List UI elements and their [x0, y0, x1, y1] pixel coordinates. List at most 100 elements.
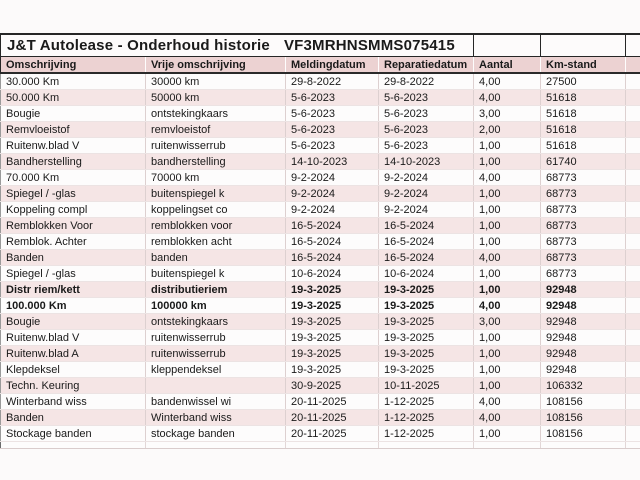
cell-km-stand: 106332	[540, 377, 627, 394]
cell-km-stand: 92948	[540, 281, 627, 298]
cell-aantal: 4,00	[473, 89, 542, 106]
cell-km-stand: 92948	[540, 329, 627, 346]
cell-aantal: 1,00	[473, 153, 542, 170]
cell-km-stand: 68773	[540, 201, 627, 218]
cell-meldingdatum: 9-2-2024	[285, 201, 379, 218]
title-empty-cell	[473, 33, 542, 57]
cell-meldingdatum: 16-5-2024	[285, 233, 379, 250]
cell-reparatiedatum: 5-6-2023	[378, 105, 475, 122]
cell-aantal: 4,00	[473, 297, 542, 314]
cell-aantal: 1,00	[473, 425, 542, 442]
cell-meldingdatum: 19-3-2025	[285, 281, 379, 298]
cell-vrije-omschrijving: ruitenwisserrub	[145, 329, 286, 346]
table-row: Koppeling compl koppelingset co 9-2-2024…	[0, 201, 640, 218]
header-km-stand: Km-stand	[540, 56, 627, 74]
cell-aantal: 1,00	[473, 201, 542, 218]
cell-km-stand: 68773	[540, 249, 627, 266]
cell-aantal: 1,00	[473, 345, 542, 362]
cell-km-stand: 68773	[540, 233, 627, 250]
cell-extra	[625, 377, 640, 394]
cell-reparatiedatum: 19-3-2025	[378, 313, 475, 330]
cell-vrije-omschrijving: ontstekingkaars	[145, 105, 286, 122]
cell-omschrijving: 70.000 Km	[0, 169, 146, 186]
cell-omschrijving: Remvloeistof	[0, 121, 146, 138]
cell-km-stand: 51618	[540, 121, 627, 138]
header-omschrijving: Omschrijving	[0, 56, 146, 74]
cell-extra	[625, 409, 640, 426]
cell-extra	[625, 425, 640, 442]
table-body: 30.000 Km 30000 km 29-8-2022 29-8-2022 4…	[0, 73, 640, 442]
cell-extra	[625, 201, 640, 218]
cell-reparatiedatum: 10-6-2024	[378, 265, 475, 282]
table-row: Ruitenw.blad V ruitenwisserrub 19-3-2025…	[0, 329, 640, 346]
cell-km-stand: 51618	[540, 89, 627, 106]
cell-reparatiedatum: 10-11-2025	[378, 377, 475, 394]
cell-vrije-omschrijving: remblokken voor	[145, 217, 286, 234]
table-row: Spiegel / -glas buitenspiegel k 10-6-202…	[0, 265, 640, 282]
table-row: Bougie ontstekingkaars 5-6-2023 5-6-2023…	[0, 105, 640, 122]
cell-aantal: 1,00	[473, 233, 542, 250]
cell-omschrijving: Spiegel / -glas	[0, 265, 146, 282]
cell-extra	[625, 153, 640, 170]
cell-meldingdatum: 19-3-2025	[285, 297, 379, 314]
cell-km-stand: 108156	[540, 409, 627, 426]
table-row: 70.000 Km 70000 km 9-2-2024 9-2-2024 4,0…	[0, 169, 640, 186]
cell-vrije-omschrijving: bandherstelling	[145, 153, 286, 170]
cell-omschrijving: 50.000 Km	[0, 89, 146, 106]
cell-aantal: 1,00	[473, 361, 542, 378]
cell-meldingdatum: 20-11-2025	[285, 393, 379, 410]
cell-omschrijving: Koppeling compl	[0, 201, 146, 218]
table-row: Spiegel / -glas buitenspiegel k 9-2-2024…	[0, 185, 640, 202]
cell-extra	[625, 121, 640, 138]
cell-extra	[625, 297, 640, 314]
cell-km-stand: 92948	[540, 313, 627, 330]
cell-km-stand: 108156	[540, 425, 627, 442]
cell-meldingdatum: 9-2-2024	[285, 185, 379, 202]
cell-vrije-omschrijving: kleppendeksel	[145, 361, 286, 378]
cell-extra	[625, 249, 640, 266]
cell-aantal: 4,00	[473, 393, 542, 410]
table-row: Remblok. Achter remblokken acht 16-5-202…	[0, 233, 640, 250]
cell-extra	[625, 345, 640, 362]
cell-omschrijving: Banden	[0, 409, 146, 426]
cell-meldingdatum: 20-11-2025	[285, 425, 379, 442]
cell-vrije-omschrijving: remvloeistof	[145, 121, 286, 138]
cell-omschrijving: Winterband wiss	[0, 393, 146, 410]
cell-km-stand: 108156	[540, 393, 627, 410]
cell-reparatiedatum: 1-12-2025	[378, 409, 475, 426]
table-row: Winterband wiss bandenwissel wi 20-11-20…	[0, 393, 640, 410]
cell-meldingdatum: 9-2-2024	[285, 169, 379, 186]
header-vrije-omschrijving: Vrije omschrijving	[145, 56, 286, 74]
cell-meldingdatum: 20-11-2025	[285, 409, 379, 426]
table-row: Bougie ontstekingkaars 19-3-2025 19-3-20…	[0, 313, 640, 330]
cell-extra	[625, 361, 640, 378]
cell-vrije-omschrijving: distributieriem	[145, 281, 286, 298]
cell-vrije-omschrijving: Winterband wiss	[145, 409, 286, 426]
cell-meldingdatum: 5-6-2023	[285, 105, 379, 122]
cell-vrije-omschrijving: banden	[145, 249, 286, 266]
maintenance-history-table: J&T Autolease - Onderhoud historie VF3MRH…	[0, 33, 640, 449]
cell-km-stand: 68773	[540, 217, 627, 234]
cell-vrije-omschrijving: buitenspiegel k	[145, 265, 286, 282]
cell-aantal: 1,00	[473, 281, 542, 298]
cell-aantal: 4,00	[473, 249, 542, 266]
cell-vrije-omschrijving: buitenspiegel k	[145, 185, 286, 202]
cell-extra	[625, 233, 640, 250]
cell-vrije-omschrijving: bandenwissel wi	[145, 393, 286, 410]
cell-reparatiedatum: 1-12-2025	[378, 425, 475, 442]
cell-aantal: 1,00	[473, 265, 542, 282]
table-row: Remblokken Voor remblokken voor 16-5-202…	[0, 217, 640, 234]
cell-reparatiedatum: 14-10-2023	[378, 153, 475, 170]
cell-vrije-omschrijving: koppelingset co	[145, 201, 286, 218]
cell-aantal: 4,00	[473, 73, 542, 90]
maintenance-history-sheet: J&T Autolease - Onderhoud historie VF3MRH…	[0, 33, 640, 449]
table-row: Klepdeksel kleppendeksel 19-3-2025 19-3-…	[0, 361, 640, 378]
cell-extra	[625, 73, 640, 90]
table-row: Bandherstelling bandherstelling 14-10-20…	[0, 153, 640, 170]
cell-vrije-omschrijving: ruitenwisserrub	[145, 345, 286, 362]
cell-meldingdatum: 16-5-2024	[285, 249, 379, 266]
cell-omschrijving: Remblok. Achter	[0, 233, 146, 250]
cell-aantal: 3,00	[473, 313, 542, 330]
cell-meldingdatum: 19-3-2025	[285, 313, 379, 330]
cell-reparatiedatum: 16-5-2024	[378, 233, 475, 250]
